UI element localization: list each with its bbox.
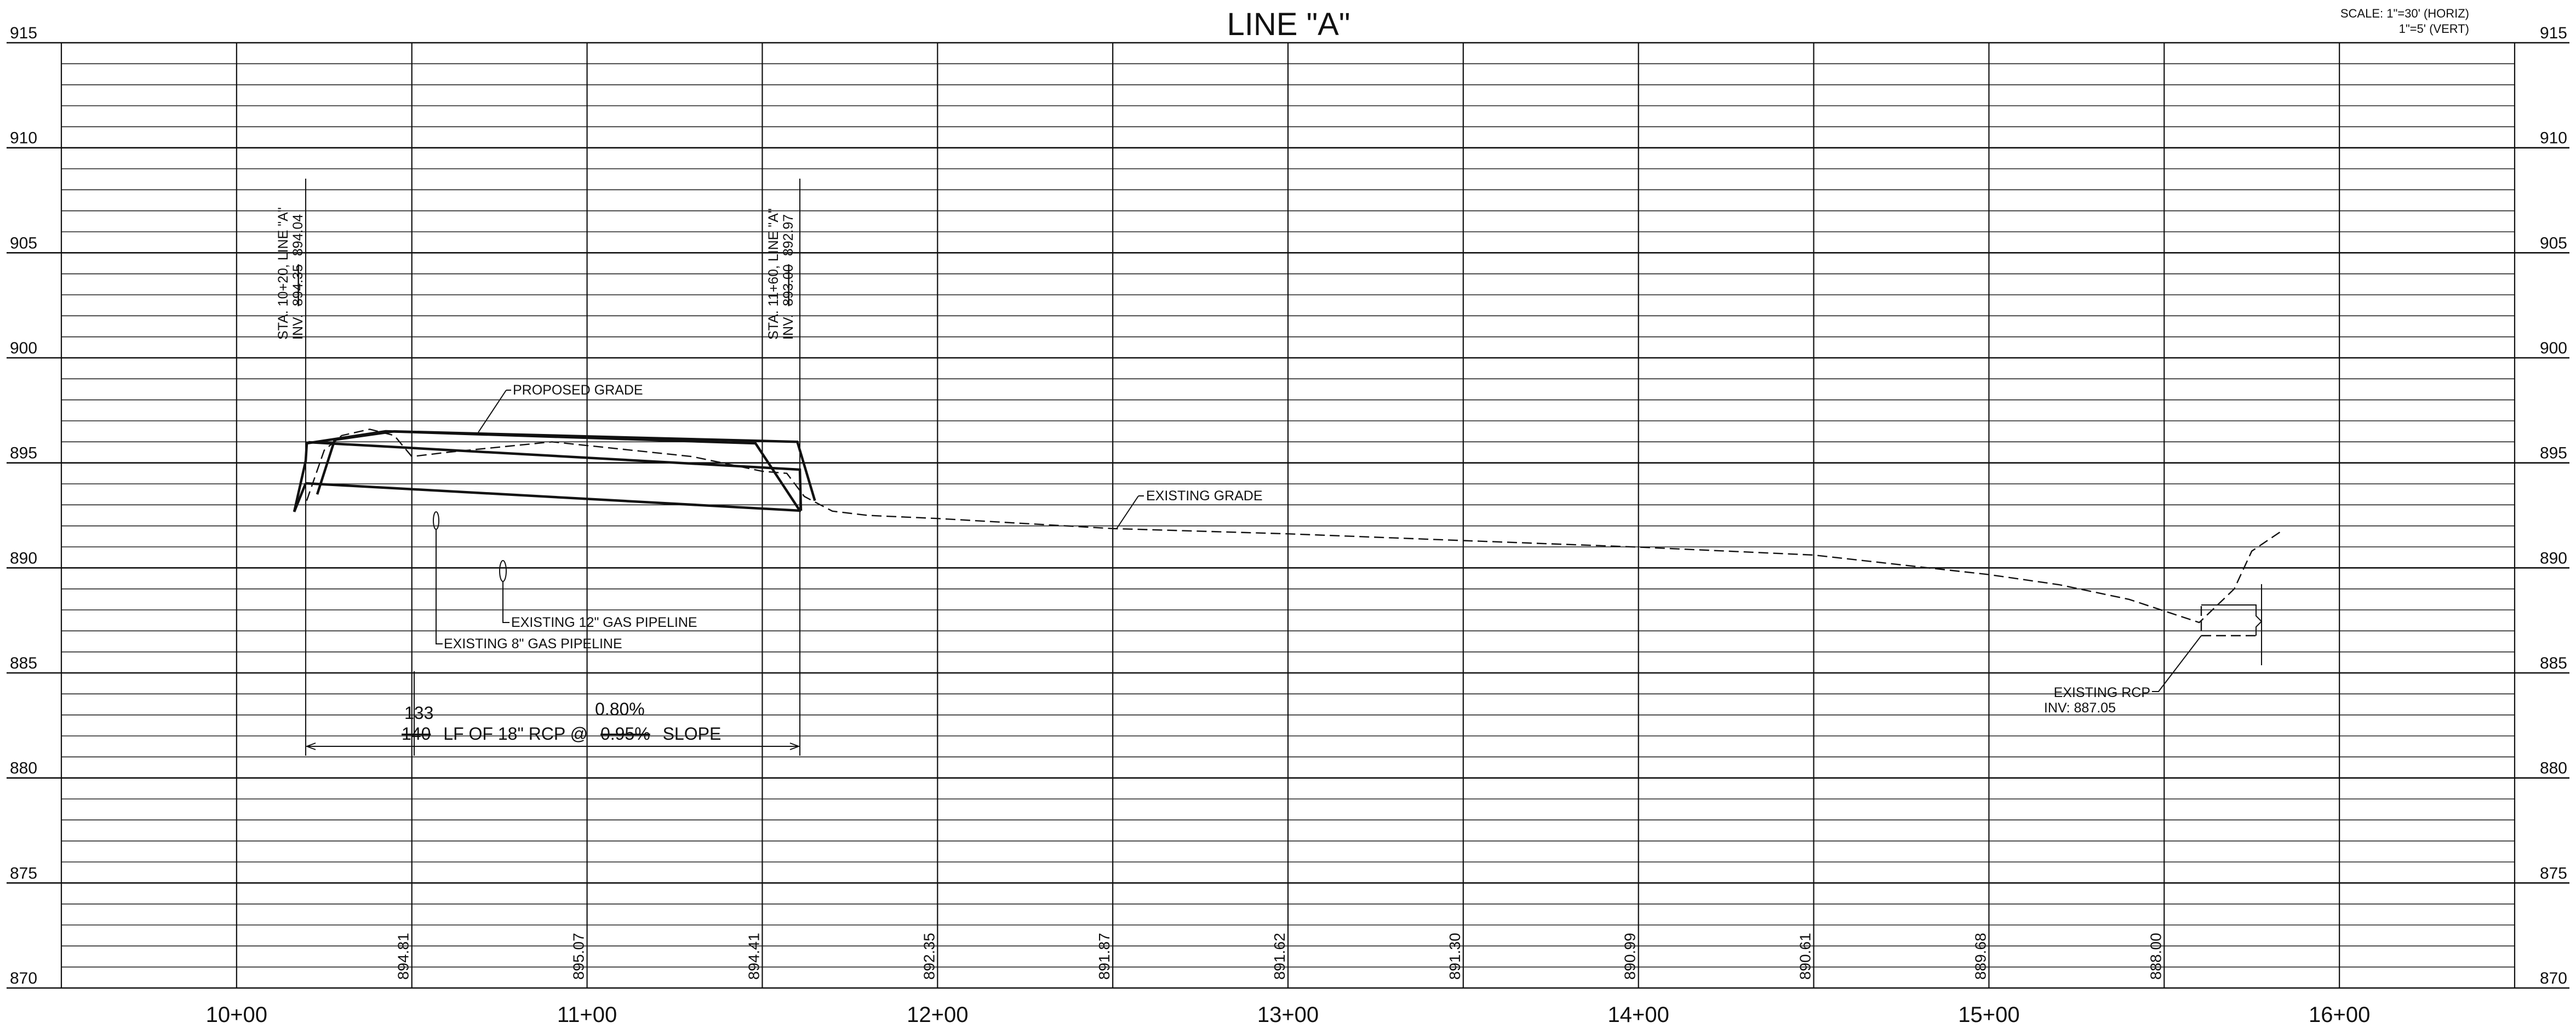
station-label: 10+00 — [206, 1003, 267, 1027]
proposed-grade-callout: PROPOSED GRADE — [478, 382, 643, 433]
elevation-label-right: 880 — [2540, 759, 2567, 778]
ground-elevation-labels: 894.81 895.07 894.41 892.35 891.87 891.62 891.… — [395, 933, 2165, 980]
elevation-label-right: 915 — [2540, 24, 2567, 42]
station-label: 14+00 — [1608, 1003, 1669, 1027]
svg-text:133: 133 — [404, 703, 433, 723]
drawing-title: LINE "A" — [1227, 7, 1350, 42]
scale-note-horiz: SCALE: 1"=30' (HORIZ) — [2340, 7, 2469, 20]
ground-elevation-label: 890.61 — [1797, 933, 1814, 980]
ground-elevation-label: 894.41 — [745, 933, 762, 980]
ground-elevation-label: 891.62 — [1271, 933, 1288, 980]
elevation-label-right: 900 — [2540, 339, 2567, 357]
elevation-label-right: 890 — [2540, 549, 2567, 567]
svg-text:EXISTING 8" GAS PIPELINE: EXISTING 8" GAS PIPELINE — [444, 636, 622, 652]
elevation-label-left: 875 — [10, 864, 37, 882]
ground-elevation-label: 891.87 — [1096, 933, 1113, 980]
elevation-label-left: 910 — [10, 129, 37, 147]
structure-station-lines — [305, 179, 800, 756]
station-labels: 10+00 11+00 12+00 13+00 14+00 15+00 16+00 — [206, 1003, 2371, 1027]
elevation-label-left: 900 — [10, 339, 37, 357]
elevation-label-left: 895 — [10, 444, 37, 462]
profile-grid — [7, 42, 2569, 989]
gas-pipeline-12in: EXISTING 12" GAS PIPELINE — [499, 560, 697, 630]
gas-pipeline-8in: EXISTING 8" GAS PIPELINE — [433, 511, 622, 652]
ground-elevation-label: 888.00 — [2147, 933, 2164, 980]
svg-text:INV. 894.35 894.04: INV. 894.35 894.04 — [290, 214, 306, 340]
ground-elevation-label: 891.30 — [1446, 933, 1463, 980]
pipe-run-annotation: 133 0.80% 140 LF OF 18" RCP @ 0.95% SLOP… — [305, 699, 800, 750]
elevation-label-right: 875 — [2540, 864, 2567, 882]
elevation-label-left: 915 — [10, 24, 37, 42]
station-label: 13+00 — [1257, 1003, 1319, 1027]
elevation-label-right: 905 — [2540, 234, 2567, 252]
svg-text:PROPOSED GRADE: PROPOSED GRADE — [513, 382, 643, 398]
elevation-label-left: 885 — [10, 654, 37, 672]
ground-elevation-label: 889.68 — [1972, 933, 1989, 980]
svg-text:0.80%: 0.80% — [595, 699, 645, 719]
existing-grade-callout: EXISTING GRADE — [1116, 488, 1263, 529]
ground-elevation-label: 895.07 — [570, 933, 587, 980]
svg-text:EXISTING RCP: EXISTING RCP — [2054, 685, 2150, 700]
svg-text:STA. 11+60, LINE "A": STA. 11+60, LINE "A" — [766, 208, 781, 340]
svg-text:INV: 887.05: INV: 887.05 — [2044, 700, 2116, 716]
elevation-label-right: 910 — [2540, 129, 2567, 147]
station-label: 16+00 — [2309, 1003, 2370, 1027]
svg-text:EXISTING 12" GAS PIPELINE: EXISTING 12" GAS PIPELINE — [511, 615, 697, 630]
scale-note-vert: 1"=5' (VERT) — [2399, 22, 2469, 36]
elevation-label-right: 895 — [2540, 444, 2567, 462]
elevation-label-left: 880 — [10, 759, 37, 778]
elevation-label-left: 905 — [10, 234, 37, 252]
ground-elevation-label: 890.99 — [1622, 933, 1639, 980]
svg-text:EXISTING GRADE: EXISTING GRADE — [1146, 488, 1263, 504]
elevation-label-right: 870 — [2540, 969, 2567, 987]
svg-text:140 LF OF 18" RCP @: 140 LF OF 18" RCP @ 0.95% SLOPE — [402, 724, 721, 744]
elevation-label-left: 870 — [10, 969, 37, 987]
ground-elevation-label: 894.81 — [395, 933, 412, 980]
existing-rcp: EXISTING RCP INV: 887.05 — [2044, 584, 2263, 716]
ground-elevation-label: 892.35 — [920, 933, 937, 980]
elevation-label-left: 890 — [10, 549, 37, 567]
station-label: 11+00 — [557, 1003, 617, 1027]
elevation-labels: 915 915 910 910 905 905 900 900 895 895 890 890 885 8… — [10, 24, 2567, 987]
station-callout-11-60: STA. 11+60, LINE "A" INV. 893.00 892.97 — [766, 208, 796, 340]
station-label: 12+00 — [907, 1003, 968, 1027]
existing-grade-line — [306, 429, 2281, 624]
svg-text:INV. 893.00 892.97: INV. 893.00 892.97 — [781, 214, 796, 340]
station-callout-10-20: STA. 10+20, LINE "A" INV. 894.35 894.04 — [276, 207, 306, 340]
station-label: 15+00 — [1958, 1003, 2019, 1027]
elevation-label-right: 885 — [2540, 654, 2567, 672]
svg-text:STA. 10+20, LINE "A": STA. 10+20, LINE "A" — [276, 207, 291, 340]
